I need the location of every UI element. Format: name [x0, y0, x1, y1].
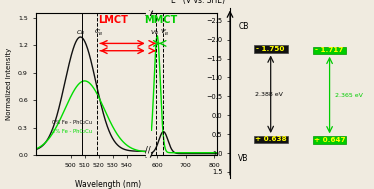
- Text: + 0.647: + 0.647: [314, 137, 345, 143]
- FancyBboxPatch shape: [254, 45, 288, 53]
- Text: VB: VB: [239, 154, 249, 163]
- Text: $C_B$: $C_B$: [76, 28, 85, 37]
- Text: CB: CB: [239, 22, 249, 31]
- FancyBboxPatch shape: [254, 136, 288, 143]
- Text: $V_B$: $V_B$: [150, 28, 159, 37]
- Text: E   (V vs. SHE): E (V vs. SHE): [171, 0, 225, 5]
- Text: Wavelength (nm): Wavelength (nm): [76, 180, 141, 189]
- Text: $V_B'$: $V_B'$: [160, 27, 169, 38]
- Text: $C_B'$: $C_B'$: [94, 27, 103, 38]
- Text: //: //: [145, 146, 151, 155]
- Text: 2% Fe - PhC₂Cu: 2% Fe - PhC₂Cu: [52, 129, 92, 134]
- Text: LMCT: LMCT: [98, 15, 128, 25]
- Text: - 1.717: - 1.717: [315, 47, 344, 53]
- Text: 2.388 eV: 2.388 eV: [255, 92, 283, 97]
- Text: + 0.638: + 0.638: [255, 136, 286, 142]
- Text: 2.365 eV: 2.365 eV: [335, 93, 363, 98]
- FancyBboxPatch shape: [313, 47, 346, 54]
- Text: MMCT: MMCT: [144, 15, 177, 25]
- Text: 0% Fe - PhC₂Cu: 0% Fe - PhC₂Cu: [52, 120, 92, 125]
- Text: - 1.750: - 1.750: [257, 46, 285, 52]
- Y-axis label: Normalized Intensity: Normalized Intensity: [6, 48, 12, 120]
- FancyBboxPatch shape: [313, 136, 346, 143]
